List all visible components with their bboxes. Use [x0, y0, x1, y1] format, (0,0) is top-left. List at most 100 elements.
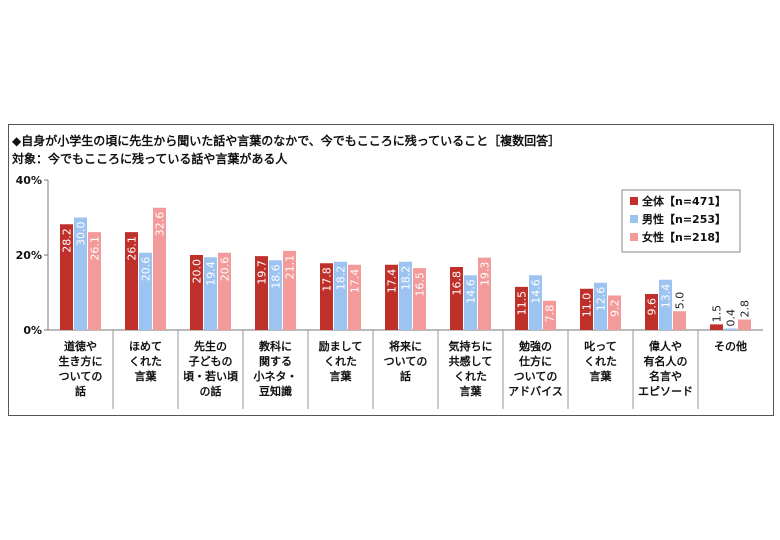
- data-label: 32.6: [154, 212, 167, 237]
- category-label: ほめて: [129, 340, 162, 353]
- bar-female: [283, 250, 296, 330]
- category-label: 道徳や: [64, 339, 97, 353]
- data-label: 28.2: [61, 228, 74, 253]
- category-label: 気持ちに: [449, 339, 493, 353]
- category-label: くれた: [324, 355, 357, 368]
- bar-female: [413, 268, 426, 330]
- data-label: 30.0: [75, 222, 88, 247]
- data-label: 9.6: [646, 298, 659, 316]
- bar-female: [88, 232, 101, 330]
- category-label: 仕方に: [518, 354, 552, 368]
- category-label: 話: [75, 384, 86, 398]
- data-label: 18.6: [270, 264, 283, 289]
- data-label: 26.1: [126, 236, 139, 261]
- category-label: 言葉: [590, 369, 613, 383]
- bar-male: [529, 275, 542, 330]
- category-label: 小ネタ・: [253, 369, 298, 383]
- bar-all: [515, 286, 528, 330]
- bar-female: [543, 300, 556, 330]
- category-label: 言葉: [330, 369, 353, 383]
- y-tick-label: 0%: [23, 324, 42, 337]
- y-tick-label: 40%: [16, 174, 42, 187]
- chart-subtitle: 対象：今でもこころに残っている話や言葉がある人: [12, 152, 288, 166]
- bar-male: [269, 260, 282, 330]
- category-label: 話: [400, 369, 411, 383]
- data-label: 5.0: [674, 292, 687, 310]
- data-label: 1.5: [711, 305, 724, 323]
- chart-title: ◆自身が小学生の頃に先生から聞いた話や言葉のなかで、今でもこころに残っていること…: [12, 134, 561, 148]
- legend-swatch-female: [630, 233, 638, 241]
- data-label: 14.6: [530, 279, 543, 304]
- bar-male: [74, 217, 87, 330]
- category-label: 関する: [259, 355, 292, 368]
- category-label: 教科に: [258, 339, 292, 353]
- legend-label-all: 全体【n=471】: [641, 194, 726, 208]
- category-label: エピソード: [638, 385, 693, 398]
- category-label: 豆知識: [259, 384, 292, 398]
- data-label: 9.2: [609, 300, 622, 318]
- category-label: 共感して: [449, 354, 493, 368]
- category-label: 名言や: [649, 369, 682, 383]
- bar-all: [60, 224, 73, 330]
- bar-female: [348, 264, 361, 330]
- category-label: 将来に: [389, 339, 422, 353]
- data-label: 13.4: [660, 284, 673, 309]
- data-label: 26.1: [89, 236, 102, 261]
- category-label: 有名人の: [644, 354, 688, 368]
- category-label: その他: [714, 339, 747, 353]
- bar-female: [738, 319, 751, 330]
- category-label: 励まして: [319, 340, 363, 353]
- category-label: 子どもの: [189, 355, 233, 368]
- data-label: 7.8: [544, 305, 557, 323]
- data-label: 19.7: [256, 260, 269, 285]
- bar-female: [673, 311, 686, 330]
- legend-swatch-male: [630, 215, 638, 223]
- bar-female: [153, 207, 166, 330]
- data-label: 17.8: [321, 267, 334, 292]
- category-label: くれた: [454, 370, 487, 383]
- bar-female: [608, 295, 621, 330]
- bar-male: [464, 275, 477, 330]
- data-label: 20.6: [219, 257, 232, 282]
- legend-label-female: 女性【n=218】: [642, 230, 726, 244]
- category-label: 勉強の: [518, 339, 552, 353]
- category-label: 先生の: [194, 339, 227, 353]
- data-label: 0.4: [725, 309, 738, 327]
- bar-all: [385, 264, 398, 330]
- bar-all: [190, 255, 203, 330]
- category-label: ついての: [514, 370, 558, 383]
- category-label: 言葉: [135, 369, 158, 383]
- bar-all: [710, 324, 723, 330]
- data-label: 16.5: [414, 272, 427, 297]
- bar-male: [659, 279, 672, 330]
- bar-all: [580, 288, 593, 330]
- bar-all: [255, 256, 268, 330]
- bar-female: [218, 252, 231, 330]
- data-label: 2.8: [739, 300, 752, 318]
- category-label: 頃・若い頃: [183, 369, 239, 383]
- data-label: 17.4: [349, 269, 362, 294]
- data-label: 17.4: [386, 269, 399, 294]
- data-label: 19.3: [479, 262, 492, 287]
- category-label: 生き方に: [59, 354, 103, 368]
- category-label: の話: [200, 384, 222, 398]
- data-label: 21.1: [284, 255, 297, 280]
- category-label: 偉人や: [649, 339, 682, 353]
- bar-all: [320, 263, 333, 330]
- data-label: 20.6: [140, 257, 153, 282]
- bar-female: [478, 257, 491, 330]
- data-label: 20.0: [191, 259, 204, 284]
- bar-male: [724, 328, 737, 330]
- y-tick-label: 20%: [16, 249, 42, 262]
- data-label: 14.6: [465, 279, 478, 304]
- bar-male: [594, 282, 607, 330]
- data-label: 18.2: [400, 266, 413, 291]
- legend-swatch-all: [630, 197, 638, 205]
- bar-all: [645, 294, 658, 330]
- category-label: くれた: [584, 355, 617, 368]
- category-label: 言葉: [460, 384, 483, 398]
- bar-male: [334, 261, 347, 330]
- data-label: 11.0: [581, 293, 594, 318]
- data-label: 11.5: [516, 291, 529, 316]
